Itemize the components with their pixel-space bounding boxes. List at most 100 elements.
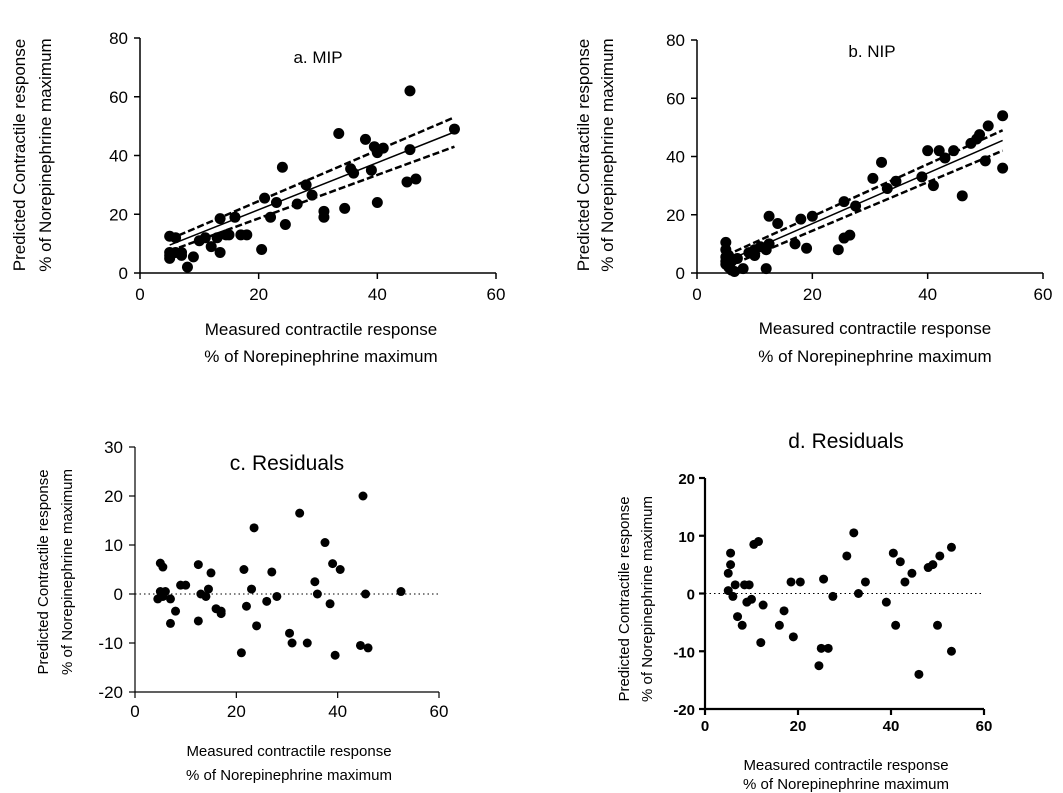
panel-c-data-point: [193, 560, 203, 570]
panel-c-data-point: [330, 650, 340, 660]
panel-a-data-point: [229, 211, 241, 223]
panel-d-data-point: [914, 669, 924, 679]
panel-a-data-point: [371, 197, 383, 208]
panel-b-x-tick-label: 60: [1034, 285, 1053, 304]
panel-b-y-tick-label: 60: [666, 89, 685, 108]
panel-d-residuals: d. Residuals Predicted Contractile respo…: [616, 430, 992, 793]
panel-a-x-tick-label: 0: [135, 285, 144, 304]
panel-c-data-point: [252, 621, 262, 631]
panel-d-data-point: [756, 638, 766, 648]
panel-a-data-point: [306, 189, 318, 201]
panel-c-y-tick-label: -20: [98, 683, 123, 702]
panel-b-data-point: [956, 190, 968, 202]
panel-c-data-point: [241, 601, 251, 611]
panel-a-data-point: [279, 219, 291, 231]
panel-c-data-point: [206, 568, 216, 578]
panel-a-data-point: [170, 232, 182, 244]
panel-d-data-point: [816, 643, 826, 653]
panel-a-data-point: [401, 176, 413, 188]
panel-c-y-tick-label: 0: [114, 585, 123, 604]
panel-d-data-point: [946, 542, 956, 552]
panel-c-data-point: [295, 508, 305, 518]
panel-d-data-point: [946, 646, 956, 656]
panel-a-data-point: [214, 246, 226, 258]
panel-d-data-point: [758, 600, 768, 610]
panel-b-data-point: [801, 242, 813, 254]
panel-d-data-point: [730, 580, 740, 590]
panel-d-y-tick-label: -10: [673, 644, 695, 661]
panel-c-data-point: [158, 562, 168, 572]
panel-c-x-tick-label: 20: [227, 702, 246, 721]
panel-c-data-point: [396, 587, 406, 597]
panel-d-ylabel-2: % of Norepinephrine maximum: [639, 496, 656, 702]
panel-d-data-point: [891, 620, 901, 630]
panel-b-data-point: [876, 156, 888, 168]
panel-c-data-point: [203, 584, 213, 594]
panel-b-data-point: [997, 162, 1009, 174]
panel-c-data-point: [247, 584, 257, 594]
panel-b-data-point: [763, 210, 775, 222]
panel-b-data-point: [838, 196, 850, 208]
panel-b-data-point: [948, 145, 960, 157]
panel-b-data-point: [850, 200, 862, 212]
panel-c-title: c. Residuals: [230, 452, 344, 475]
panel-c-data-point: [355, 640, 365, 650]
panel-a-data-point: [377, 142, 389, 154]
panel-a-y-tick-label: 80: [109, 29, 128, 48]
panel-a-data-point: [187, 251, 199, 263]
panel-c-data-point: [165, 594, 175, 604]
panel-d-data-point: [747, 594, 756, 604]
panel-a-ylabel-1: Predicted Contractile response: [10, 39, 29, 271]
panel-b-data-point: [731, 252, 743, 264]
panel-c-y-tick-label: 10: [104, 536, 123, 555]
panel-a-data-point: [348, 167, 360, 179]
panel-d-data-point: [881, 597, 891, 607]
panel-a-data-point: [333, 127, 345, 139]
panel-c-data-point: [310, 577, 320, 587]
panel-a-xlabel-2: % of Norepinephrine maximum: [204, 347, 437, 366]
panel-d-y-tick-label: 20: [678, 471, 695, 488]
panel-b-xlabel-1: Measured contractile response: [759, 319, 991, 338]
panel-a-data-point: [265, 211, 277, 223]
panel-c-data-point: [312, 589, 322, 599]
panel-d-data-point: [728, 591, 738, 601]
panel-c-data-point: [287, 638, 297, 648]
panel-a-y-tick-label: 40: [109, 147, 128, 166]
panel-c-data-point: [201, 591, 211, 601]
panel-c-x-tick-label: 0: [130, 702, 139, 721]
panel-d-data-point: [853, 589, 863, 598]
panel-d-data-point: [928, 560, 938, 570]
panel-b-data-point: [749, 250, 761, 262]
panel-c-data-point: [302, 638, 312, 648]
panel-b-data-point: [974, 129, 986, 141]
panel-a-data-point: [241, 229, 253, 241]
panel-a-x-tick-label: 40: [368, 285, 387, 304]
panel-b-data-point: [979, 155, 991, 167]
panel-b-data-point: [795, 213, 807, 225]
panel-d-data-point: [860, 577, 870, 587]
panel-d-y-tick-label: 10: [678, 529, 695, 546]
panel-d-title: d. Residuals: [788, 430, 904, 453]
panel-a-data-point: [339, 202, 351, 214]
panel-b-data-point: [737, 263, 749, 275]
panel-c-data-point: [171, 606, 181, 616]
panel-b-data-point: [720, 236, 732, 248]
panel-a-y-tick-label: 20: [109, 205, 128, 224]
panel-b-data-point: [844, 229, 856, 241]
panel-b-y-tick-label: 0: [676, 264, 685, 283]
panel-c-data-point: [165, 618, 175, 628]
panel-d-data-point: [786, 577, 796, 587]
panel-b-data-point: [760, 263, 772, 275]
panel-b-y-tick-label: 40: [666, 148, 685, 167]
panel-c-xlabel-1: Measured contractile response: [186, 743, 391, 760]
panel-c-data-point: [358, 491, 368, 501]
panel-c-data-point: [363, 643, 373, 653]
panel-b-data-point: [997, 110, 1009, 122]
panel-c-data-point: [325, 599, 335, 609]
panel-c-data-point: [320, 538, 330, 548]
panel-b-data-point: [806, 210, 818, 222]
panel-c-data-point: [239, 565, 249, 574]
panel-b-x-tick-label: 0: [692, 285, 701, 304]
panel-a-data-point: [365, 164, 377, 176]
panel-b-data-point: [939, 152, 951, 164]
